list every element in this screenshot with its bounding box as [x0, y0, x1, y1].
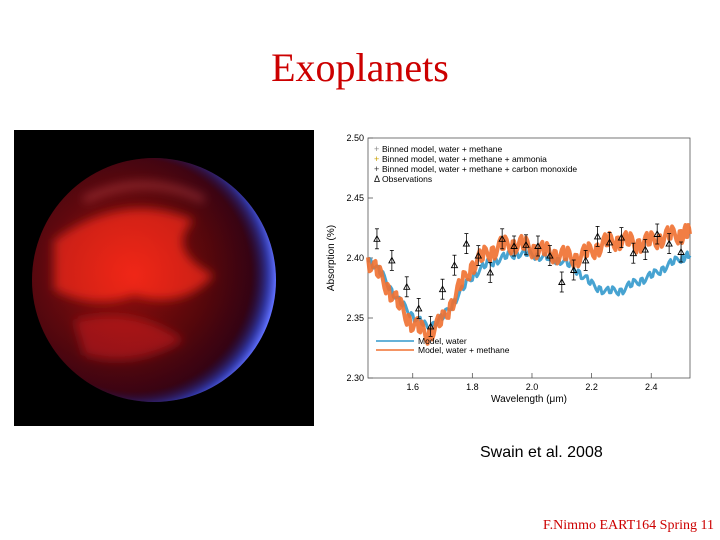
observation-triangle	[617, 233, 626, 241]
observation-point	[581, 250, 590, 271]
observation-triangle	[438, 285, 447, 293]
observation-point	[388, 250, 396, 271]
legend-symbol: +	[374, 154, 379, 164]
observation-point	[486, 261, 494, 283]
x-tick-label: 2.4	[645, 382, 658, 392]
observation-triangle	[569, 266, 578, 273]
planet-image-panel	[14, 130, 314, 426]
observation-triangle	[629, 249, 638, 257]
legend-symbol: +	[374, 164, 379, 174]
observation-triangle	[450, 261, 459, 269]
footer-credit: F.Nimmo EART164 Spring 11	[543, 518, 714, 533]
observation-point	[677, 241, 685, 263]
y-axis-label: Absorption (%)	[326, 225, 337, 291]
observation-point	[605, 232, 614, 253]
planet-rim	[32, 158, 276, 402]
y-tick-label: 2.50	[346, 133, 364, 143]
legend-label: Observations	[382, 174, 432, 184]
observation-point	[474, 245, 483, 267]
observation-triangle	[605, 238, 614, 246]
series-line-model-water-methane	[366, 223, 692, 346]
observation-point	[373, 228, 381, 250]
observation-point	[510, 235, 518, 257]
observation-triangle	[462, 239, 471, 247]
observation-point	[546, 245, 554, 267]
observation-triangle	[403, 282, 411, 290]
observation-point	[414, 297, 423, 319]
citation: Swain et al. 2008	[480, 444, 603, 461]
slide-title: Exoplanets	[271, 45, 449, 90]
y-tick-label: 2.35	[346, 313, 364, 323]
observation-triangle	[522, 240, 530, 248]
observation-point	[462, 233, 471, 254]
legend-label: Model, water	[418, 336, 467, 346]
x-tick-label: 1.8	[466, 382, 479, 392]
observation-point	[569, 259, 578, 281]
observation-point	[629, 242, 638, 264]
x-axis-label: Wavelength (μm)	[491, 394, 567, 405]
planet-image	[32, 158, 276, 402]
observation-point	[617, 227, 626, 248]
legend-symbol: Δ	[374, 174, 380, 184]
observation-triangle	[558, 278, 566, 285]
observation-triangle	[414, 304, 423, 312]
observation-point	[426, 315, 435, 337]
observation-triangle	[665, 239, 673, 247]
observation-point	[450, 254, 459, 276]
observation-triangle	[388, 256, 396, 264]
y-tick-label: 2.45	[346, 193, 364, 203]
observation-triangle	[677, 248, 685, 255]
legend-label: Binned model, water + methane	[382, 144, 503, 154]
y-tick-label: 2.30	[346, 373, 364, 383]
spectrum-chart: 1.6 1.8 2.0 2.2 2.4 2.30 2.35 2.40 2.45 2.50 + Bi…	[326, 133, 692, 405]
observation-point	[438, 278, 447, 300]
legend-label: Binned model, water + methane + ammonia	[382, 154, 547, 164]
observation-point	[558, 271, 566, 293]
observation-triangle	[426, 322, 435, 330]
observation-point	[641, 239, 650, 261]
legend-label: Binned model, water + methane + carbon m…	[382, 164, 577, 174]
legend-symbol: +	[374, 144, 379, 154]
x-tick-label: 1.6	[406, 382, 419, 392]
observation-triangle	[474, 251, 483, 259]
observation-triangle	[486, 268, 494, 276]
observation-point	[534, 235, 542, 257]
observation-point	[522, 234, 530, 256]
spectrum-chart-panel: 1.6 1.8 2.0 2.2 2.4 2.30 2.35 2.40 2.45 2.50 + Bi…	[318, 130, 692, 408]
observation-triangle	[593, 232, 602, 240]
observation-triangle	[581, 256, 590, 264]
observation-point	[403, 276, 411, 298]
x-tick-label: 2.2	[585, 382, 598, 392]
observation-point	[653, 223, 661, 245]
observation-triangle	[510, 242, 518, 249]
observation-triangle	[641, 245, 650, 253]
observation-triangle	[534, 242, 542, 249]
legend-label: Model, water + methane	[418, 345, 510, 355]
observation-triangle	[653, 230, 661, 237]
observation-point	[498, 228, 506, 250]
y-tick-label: 2.40	[346, 253, 364, 263]
observation-triangle	[373, 234, 381, 242]
observation-triangle	[546, 251, 554, 259]
observation-point	[665, 233, 673, 254]
x-tick-label: 2.0	[526, 382, 539, 392]
observation-triangle	[498, 234, 506, 242]
observation-point	[593, 226, 602, 247]
